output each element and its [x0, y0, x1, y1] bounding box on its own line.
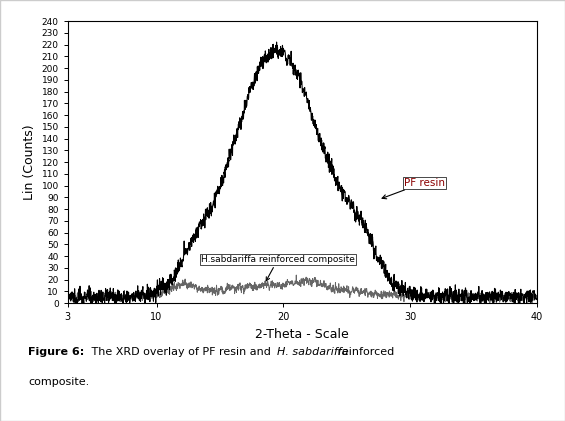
X-axis label: 2-Theta - Scale: 2-Theta - Scale — [255, 328, 349, 341]
Text: reinforced: reinforced — [334, 347, 394, 357]
Text: composite.: composite. — [28, 377, 89, 387]
Text: PF resin: PF resin — [382, 178, 445, 199]
Text: H.sabdariffa reinforced composite: H.sabdariffa reinforced composite — [201, 255, 355, 281]
Text: The XRD overlay of PF resin and: The XRD overlay of PF resin and — [88, 347, 274, 357]
Text: H. sabdariffa: H. sabdariffa — [277, 347, 349, 357]
Text: Figure 6:: Figure 6: — [28, 347, 85, 357]
Y-axis label: Lin (Counts): Lin (Counts) — [23, 124, 36, 200]
